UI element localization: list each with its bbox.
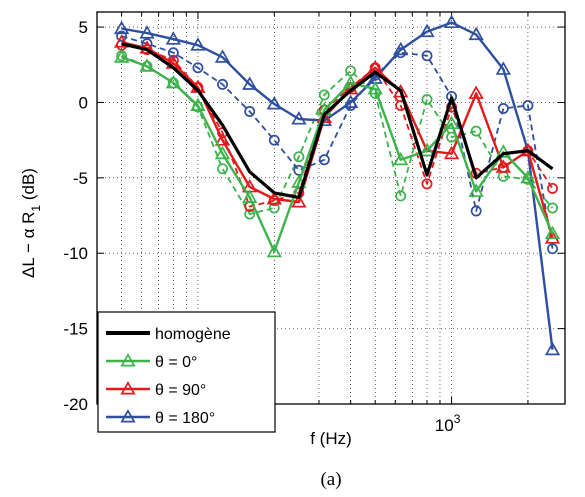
- data-point-theta0: [495, 144, 512, 158]
- data-point-theta0: [242, 189, 258, 203]
- legend-item-theta90: θ = 90°: [106, 381, 206, 399]
- data-point-theta180_alt: [421, 50, 433, 62]
- data-point-theta0: [190, 97, 206, 111]
- y-tick-label: -15: [63, 320, 88, 339]
- data-point-theta180: [443, 14, 460, 29]
- data-point-theta180_alt: [192, 62, 204, 74]
- legend-swatch-marker: [120, 381, 136, 395]
- y-tick-label: -5: [73, 169, 88, 188]
- data-point-theta0: [342, 74, 359, 89]
- data-point-theta180_alt: [217, 78, 228, 90]
- y-axis-label-subscript: 1: [29, 205, 43, 212]
- data-point-theta180: [342, 94, 359, 108]
- legend-item-theta0: θ = 0°: [106, 353, 197, 371]
- data-point-theta180_alt: [116, 30, 128, 42]
- y-tick-labels: 5 0 -5 -10 -15 -20: [63, 18, 88, 414]
- series-theta180: [113, 14, 561, 356]
- data-point-theta90: [468, 85, 484, 99]
- data-point-theta0: [139, 58, 155, 72]
- legend-label: θ = 90°: [155, 382, 206, 399]
- data-point-theta90: [495, 159, 512, 173]
- y-tick-label: -20: [63, 395, 88, 414]
- figure-caption: (a): [320, 469, 341, 490]
- legend-label: homogène: [155, 326, 231, 343]
- data-point-theta90: [544, 230, 561, 244]
- data-point-theta180: [393, 41, 409, 56]
- data-point-theta180_alt: [268, 134, 280, 146]
- legend-swatch-marker: [120, 409, 136, 423]
- data-point-theta180: [468, 26, 484, 41]
- series-line-theta0: [121, 56, 554, 253]
- data-point-theta180: [190, 37, 206, 51]
- data-point-theta0: [214, 145, 231, 160]
- data-point-theta0: [266, 243, 282, 258]
- data-point-theta0_alt: [470, 125, 482, 137]
- data-point-theta0_alt: [244, 208, 256, 220]
- y-tick-label: 0: [79, 93, 88, 112]
- data-point-theta180: [165, 31, 182, 45]
- data-point-theta90: [393, 83, 409, 98]
- data-point-theta0: [419, 142, 435, 157]
- data-point-theta0_alt: [395, 190, 407, 202]
- data-point-theta180: [113, 20, 130, 35]
- data-point-theta0: [544, 225, 561, 240]
- data-point-theta0_alt: [318, 89, 330, 101]
- y-axis-label-main: ΔL − α R: [19, 212, 38, 278]
- data-point-theta180: [495, 61, 512, 75]
- data-point-theta180_alt: [244, 106, 256, 117]
- series-line-theta180: [121, 21, 554, 350]
- data-point-theta0_alt: [217, 163, 228, 175]
- legend-label: θ = 0°: [155, 354, 197, 371]
- data-point-theta90: [266, 191, 282, 205]
- data-point-theta180_alt: [522, 100, 534, 111]
- series-line-homogene: [121, 42, 554, 199]
- series-homogene: [121, 42, 554, 199]
- data-point-theta180_alt: [547, 243, 558, 255]
- data-point-theta0_alt: [421, 93, 433, 105]
- data-point-theta0: [393, 151, 409, 166]
- y-axis-label: ΔL − α R1 (dB): [19, 168, 43, 278]
- series-theta0: [113, 49, 561, 258]
- data-point-theta180: [291, 111, 307, 125]
- data-point-theta90_alt: [547, 182, 558, 194]
- data-point-theta0_alt: [293, 151, 305, 163]
- data-point-theta0: [468, 183, 484, 197]
- data-point-theta0_alt: [547, 202, 558, 214]
- y-axis-label-unit: (dB): [19, 168, 38, 205]
- legend-swatch-marker: [120, 353, 136, 367]
- data-point-theta90: [214, 132, 231, 146]
- series-line-theta0_alt: [121, 54, 554, 215]
- data-point-theta0: [443, 115, 460, 130]
- data-point-theta0: [113, 49, 130, 63]
- y-tick-label: 5: [79, 18, 88, 37]
- data-point-theta90: [443, 145, 460, 160]
- data-point-theta180: [419, 23, 435, 38]
- data-point-theta180_alt: [497, 103, 509, 114]
- data-point-theta90: [113, 34, 130, 48]
- plot-frame: [96, 11, 566, 405]
- series-line-theta180_alt: [121, 35, 554, 249]
- legend-item-homogene: homogène: [106, 326, 231, 343]
- data-point-theta90: [291, 194, 307, 208]
- legend-label: θ = 180°: [155, 410, 215, 427]
- y-tick-label: -10: [63, 244, 88, 263]
- data-point-theta180: [266, 96, 282, 110]
- data-point-theta180_alt: [318, 154, 330, 166]
- legend-item-theta180: θ = 180°: [106, 409, 215, 427]
- x-axis-label: f (Hz): [310, 429, 352, 448]
- data-point-theta0: [367, 80, 383, 95]
- data-point-theta90_alt: [421, 178, 433, 190]
- data-point-theta0: [165, 74, 182, 89]
- legend: homogène θ = 0° θ = 90° θ = 180°: [97, 311, 276, 433]
- data-point-theta0: [291, 174, 307, 188]
- data-point-theta180: [544, 341, 561, 356]
- data-point-theta180: [139, 25, 155, 39]
- data-point-theta180_alt: [470, 205, 482, 217]
- x-tick-label: 103: [435, 412, 461, 435]
- data-point-theta180: [214, 49, 231, 63]
- data-point-theta180: [242, 76, 258, 90]
- series-group: [113, 14, 561, 356]
- data-point-theta0: [520, 169, 536, 184]
